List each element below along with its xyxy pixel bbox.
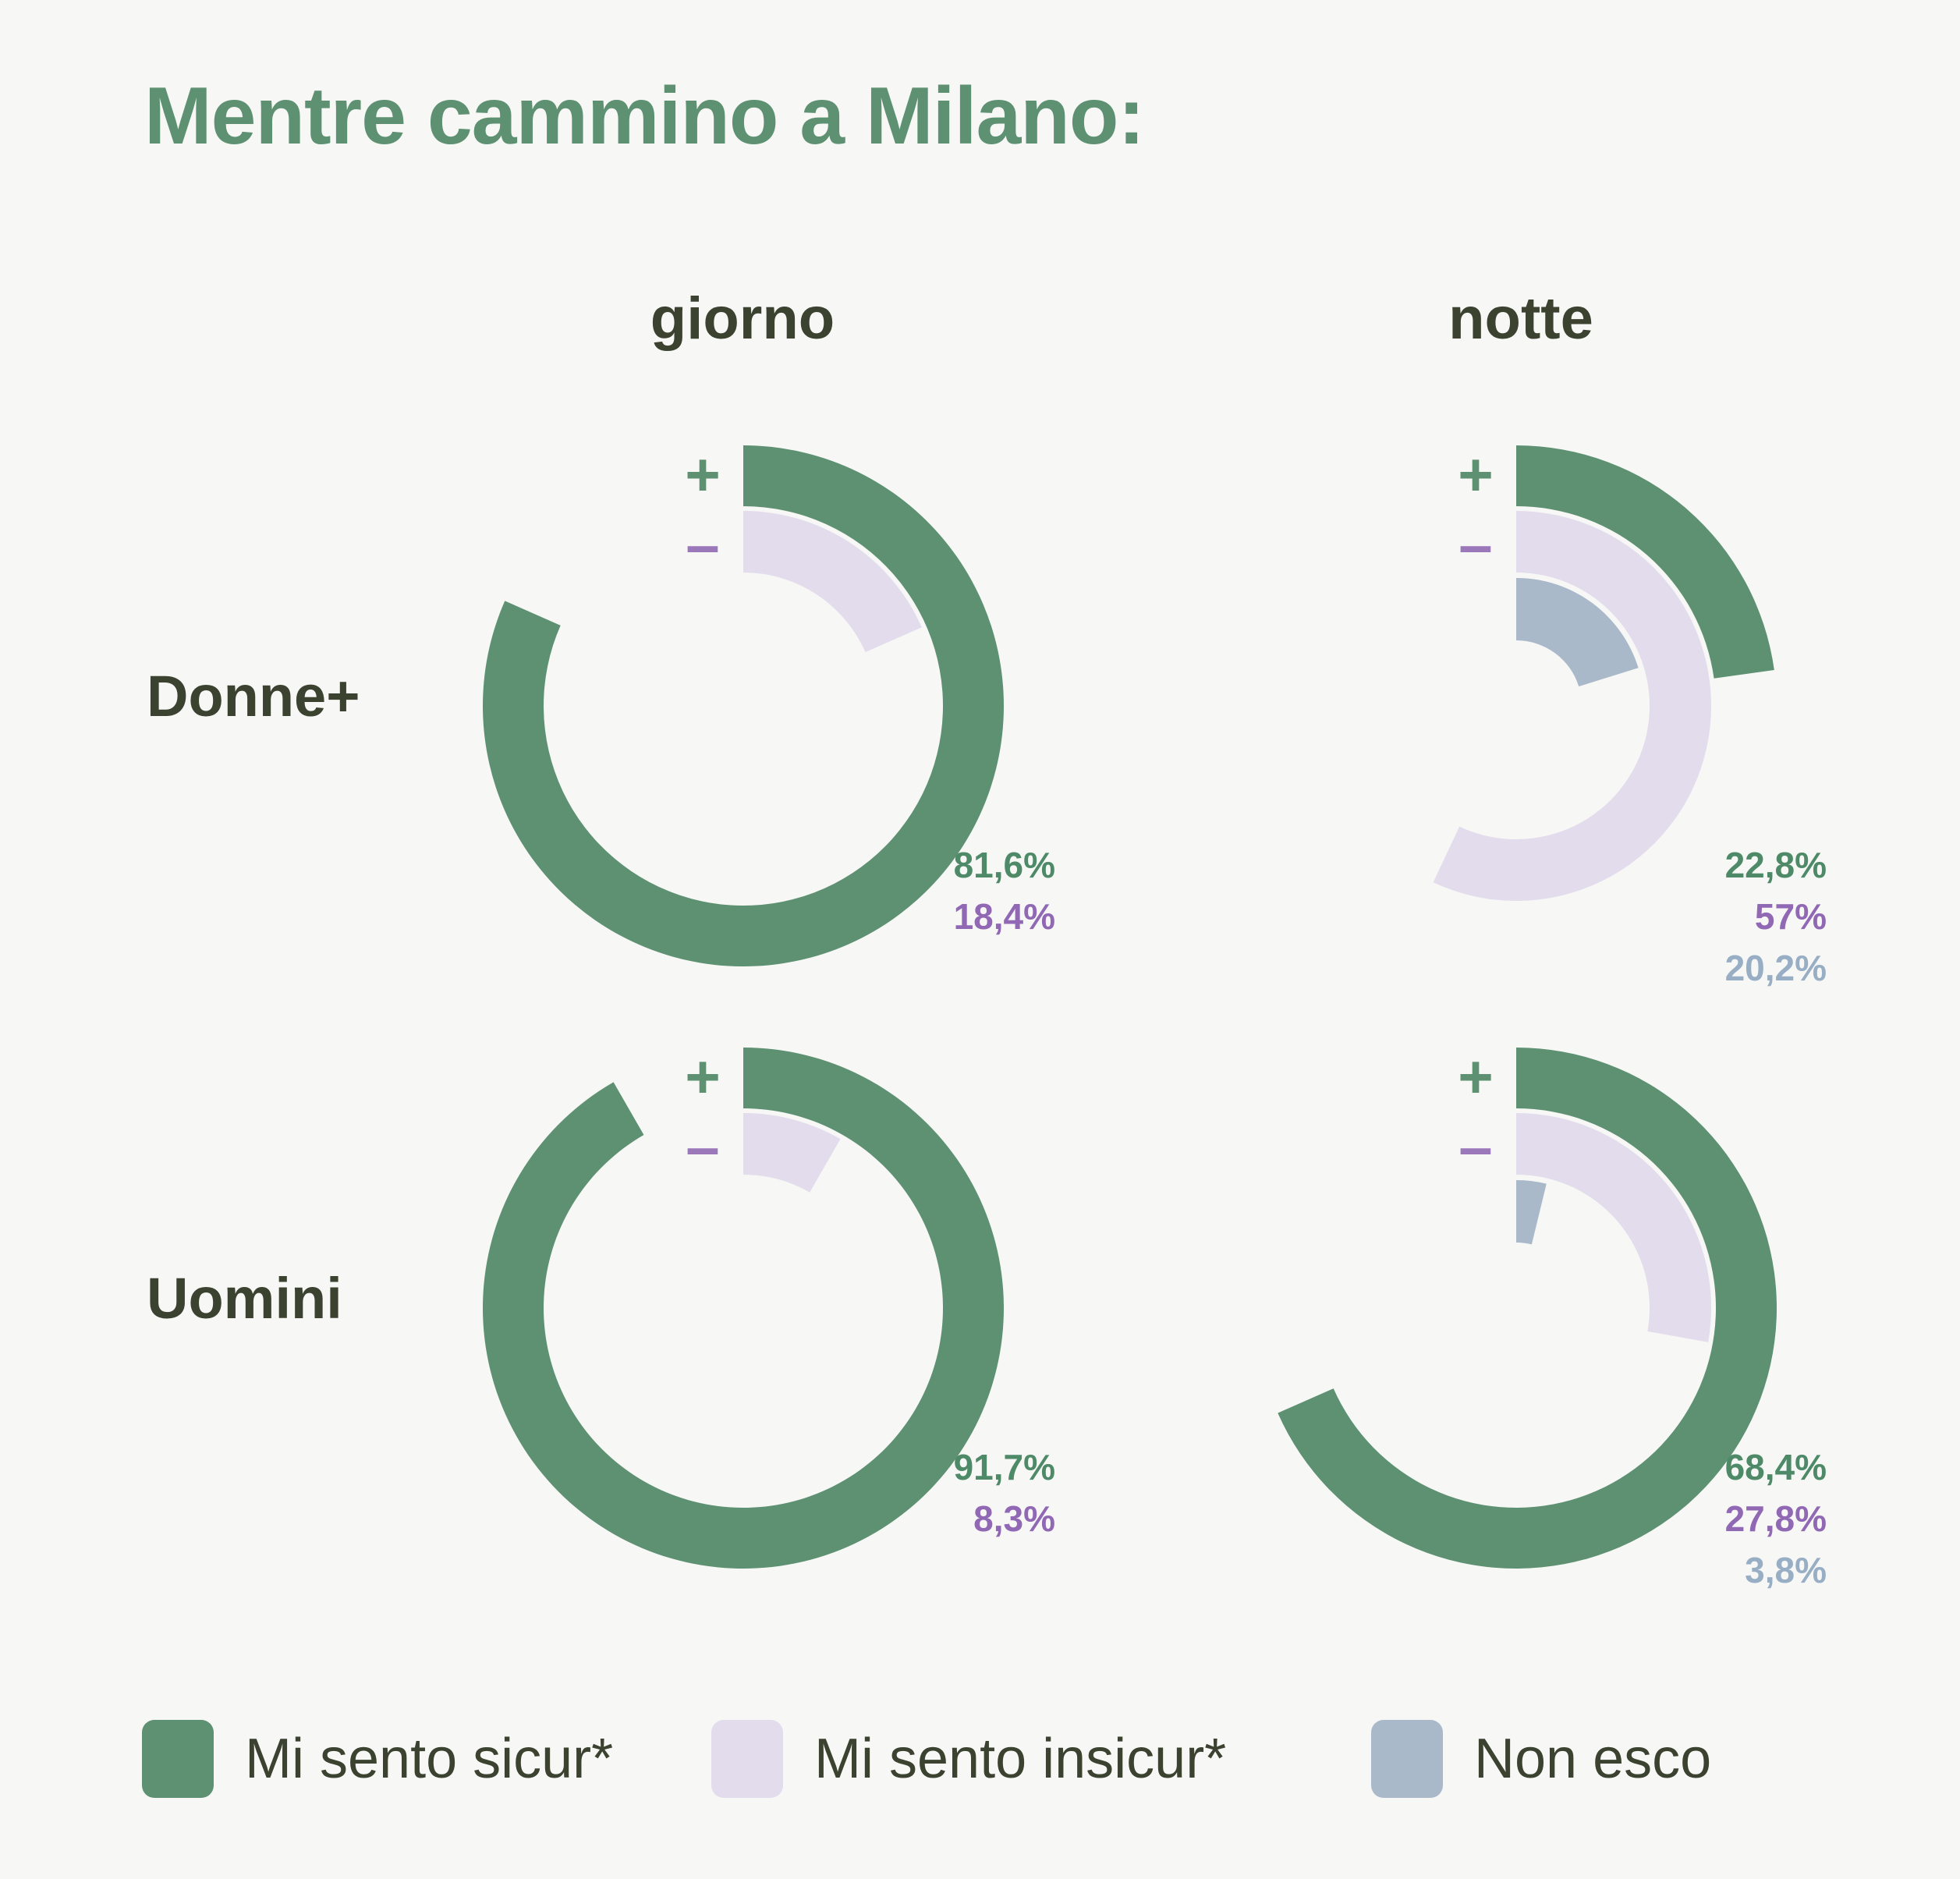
- legend-label-insicuro: Mi sento insicur*: [814, 1728, 1227, 1790]
- arc-mi-sento-insicur: [1433, 511, 1711, 901]
- legend-swatch-sicuro: [142, 1720, 214, 1798]
- value-label-mi-sento-insicur: 18,4%: [954, 896, 1055, 937]
- arc-mi-sento-sicur: [1516, 445, 1774, 679]
- arc-mi-sento-sicur: [482, 445, 1004, 967]
- value-label-non-esco: 3,8%: [1745, 1550, 1827, 1590]
- value-label-mi-sento-sicur: 81,6%: [954, 845, 1055, 885]
- value-label-mi-sento-insicur: 27,8%: [1725, 1498, 1827, 1539]
- column-label-giorno: giorno: [650, 285, 835, 352]
- chart-title: Mentre cammino a Milano:: [144, 71, 1145, 161]
- plus-sign: +: [1458, 440, 1494, 509]
- arc-non-esco: [1516, 1180, 1547, 1245]
- minus-sign: –: [686, 510, 719, 579]
- arc-mi-sento-sicur: [483, 1048, 1004, 1569]
- plus-sign: +: [685, 440, 721, 509]
- legend-item-sicuro: Mi sento sicur*: [142, 1720, 613, 1798]
- plus-sign: +: [1458, 1042, 1494, 1111]
- value-label-mi-sento-insicur: 57%: [1755, 896, 1827, 937]
- arc-mi-sento-insicur: [743, 1113, 841, 1193]
- arc-mi-sento-insicur: [1516, 1113, 1712, 1342]
- legend-item-insicuro: Mi sento insicur*: [711, 1720, 1226, 1798]
- value-label-mi-sento-sicur: 68,4%: [1725, 1447, 1827, 1487]
- arc-non-esco: [1516, 578, 1639, 687]
- radial-chart-donne-giorno: +– 81,6% 18,4%: [482, 440, 1055, 967]
- legend-item-non-esco: Non esco: [1371, 1720, 1711, 1798]
- value-label-mi-sento-insicur: 8,3%: [973, 1498, 1055, 1539]
- arc-mi-sento-insicur: [743, 511, 922, 653]
- column-label-notte: notte: [1448, 285, 1593, 352]
- value-label-mi-sento-sicur: 91,7%: [954, 1447, 1055, 1487]
- legend-swatch-non-esco: [1371, 1720, 1443, 1798]
- minus-sign: –: [686, 1112, 719, 1181]
- value-label-non-esco: 20,2%: [1725, 948, 1827, 988]
- plus-sign: +: [685, 1042, 721, 1111]
- minus-sign: –: [1458, 510, 1492, 579]
- legend-swatch-insicuro: [711, 1720, 783, 1798]
- row-label-uomini: Uomini: [147, 1266, 342, 1331]
- radial-chart-donne-notte: +– 22,8% 57% 20,2%: [1433, 440, 1827, 988]
- row-label-donne: Donne+: [147, 664, 360, 729]
- value-label-mi-sento-sicur: 22,8%: [1725, 845, 1827, 885]
- minus-sign: –: [1458, 1112, 1492, 1181]
- legend-label-non-esco: Non esco: [1474, 1728, 1712, 1790]
- legend-label-sicuro: Mi sento sicur*: [245, 1728, 614, 1790]
- radial-chart-uomini-giorno: +– 91,7% 8,3%: [483, 1042, 1055, 1569]
- radial-chart-uomini-notte: +– 68,4% 27,8% 3,8%: [1278, 1042, 1827, 1590]
